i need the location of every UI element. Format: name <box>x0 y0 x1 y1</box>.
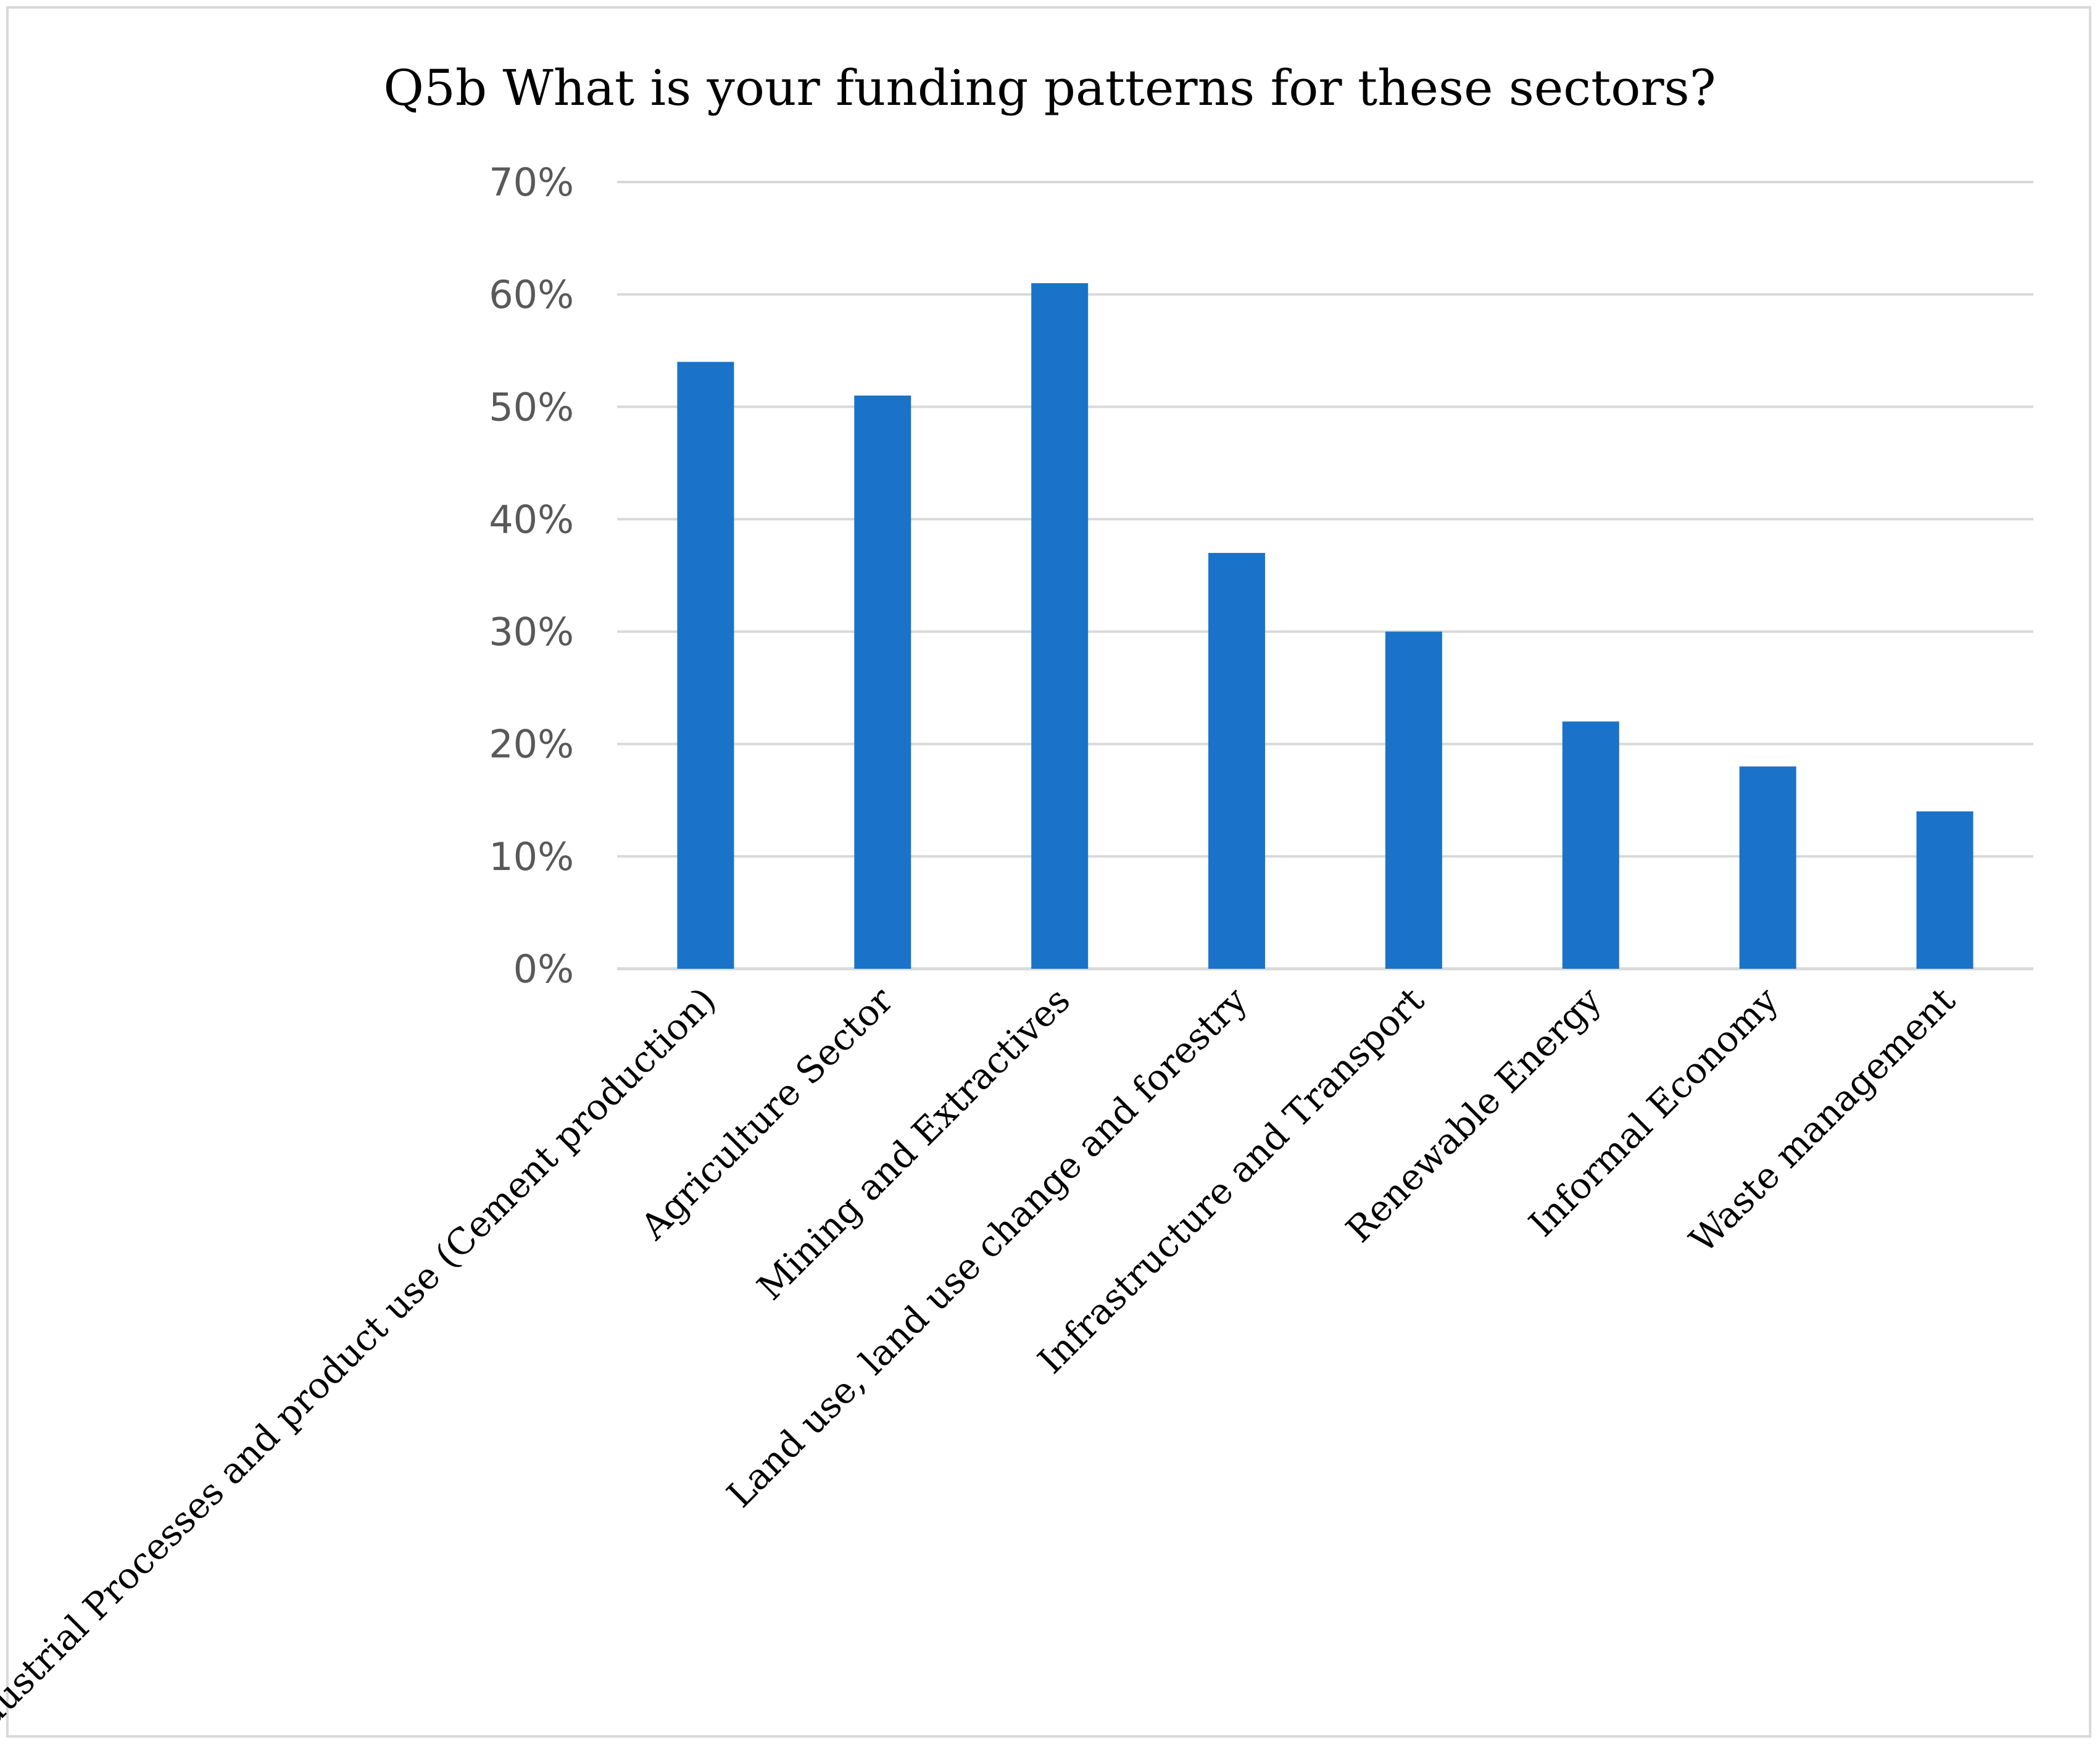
bar <box>1208 553 1266 969</box>
y-tick-label: 60% <box>489 272 574 317</box>
y-tick-label: 10% <box>489 834 574 879</box>
bar <box>1916 811 1973 969</box>
y-tick-label: 20% <box>489 722 574 767</box>
x-tick-label: Mining and Extractives <box>749 979 1078 1308</box>
y-tick-label: 40% <box>489 497 574 542</box>
bar <box>854 396 911 969</box>
bar <box>1562 721 1619 969</box>
bar <box>1739 766 1796 969</box>
y-axis-tick-labels: 0% 10% 20% 30% 40% 50% 60% 70% <box>489 160 574 992</box>
bar <box>677 362 734 969</box>
x-tick-label: Infrastructure and Transport <box>1030 979 1432 1382</box>
bar <box>1385 631 1442 969</box>
gridlines <box>617 181 2033 971</box>
y-tick-label: 50% <box>489 384 574 429</box>
bars <box>677 283 1973 969</box>
chart-title: Q5b What is your funding patterns for th… <box>383 59 1716 117</box>
bar <box>1031 283 1089 969</box>
x-axis-tick-labels: Industrial Processes and product use (Ce… <box>0 979 1963 1745</box>
x-tick-label: Industrial Processes and product use (Ce… <box>0 979 724 1745</box>
y-tick-label: 0% <box>513 947 574 992</box>
y-tick-label: 70% <box>489 160 574 205</box>
y-tick-label: 30% <box>489 610 574 655</box>
